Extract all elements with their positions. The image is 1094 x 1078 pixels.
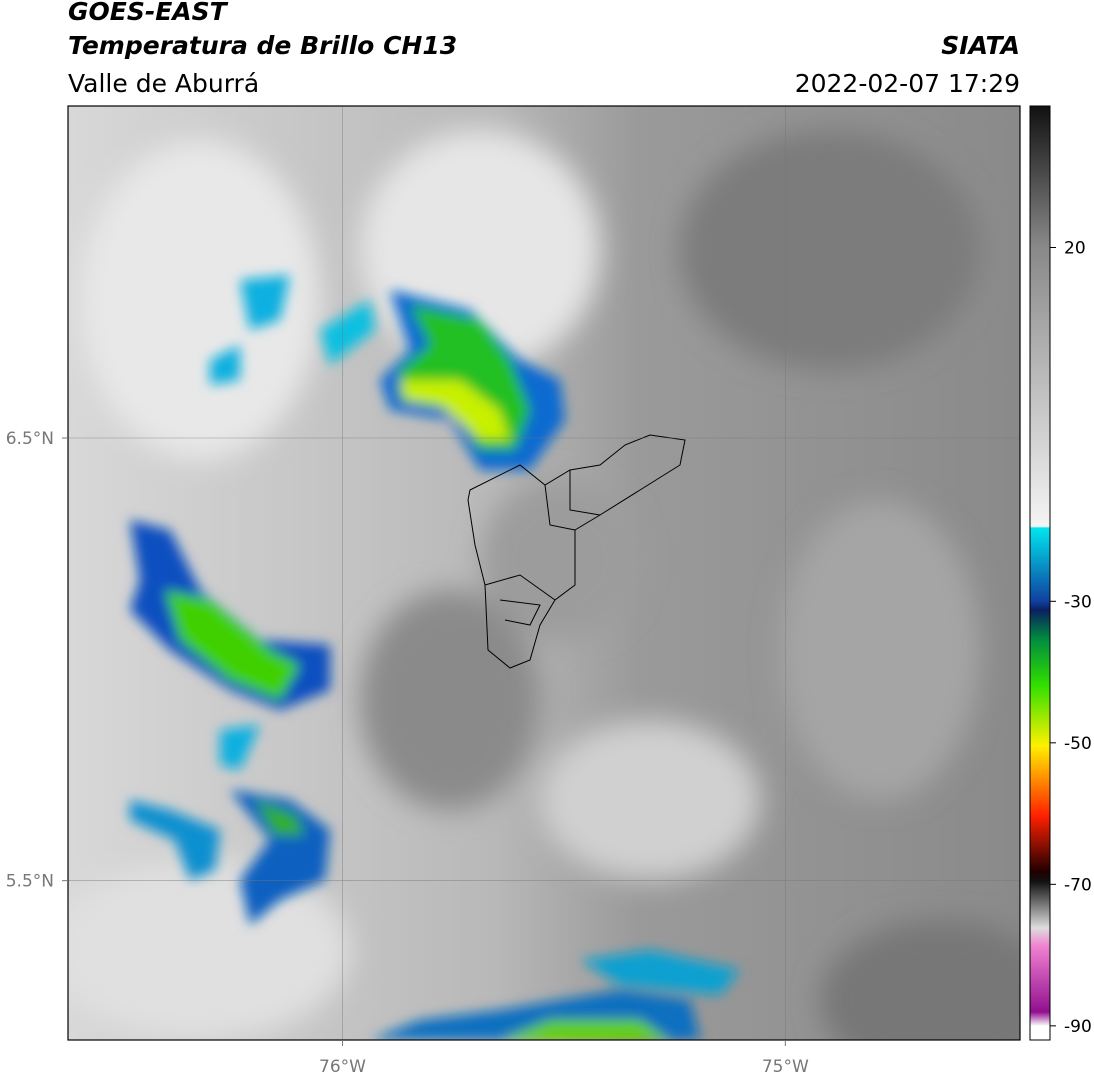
satellite-image bbox=[68, 106, 1020, 1040]
boundary-inner bbox=[484, 470, 601, 626]
map-frame bbox=[67, 105, 1021, 1041]
datetime: 2022-02-07 17:29 bbox=[795, 69, 1020, 98]
colorbar-tick-label: -70 bbox=[1064, 875, 1092, 895]
colorbar-tick-label: -30 bbox=[1064, 592, 1092, 612]
grid bbox=[68, 106, 1020, 1040]
x-tick-label: 76°W bbox=[319, 1057, 366, 1077]
x-tick-label: 75°W bbox=[762, 1057, 809, 1077]
region: Valle de Aburrá bbox=[68, 69, 259, 98]
source: SIATA bbox=[941, 31, 1020, 60]
colorbar bbox=[1029, 105, 1051, 1041]
subtitle: Temperatura de Brillo CH13 bbox=[68, 31, 457, 60]
y-tick-label: 6.5°N bbox=[6, 429, 54, 449]
colorbar-tick-label: -90 bbox=[1064, 1017, 1092, 1037]
colorbar-tick-label: 20 bbox=[1064, 239, 1086, 259]
colorbar-tick-label: -50 bbox=[1064, 734, 1092, 754]
boundary bbox=[467, 434, 686, 669]
y-tick-label: 5.5°N bbox=[6, 872, 54, 892]
title: GOES-EAST bbox=[68, 0, 229, 26]
